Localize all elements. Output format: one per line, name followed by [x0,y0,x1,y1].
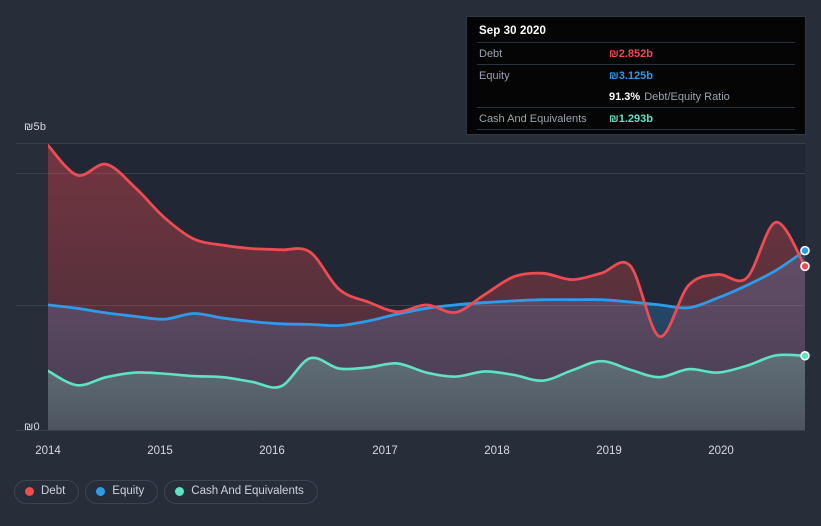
tooltip-row-value: ₪3.125b [609,69,653,82]
tooltip-row-value: ₪2.852b [609,47,653,60]
x-axis-tick-2015: 2015 [147,445,173,457]
legend-item-equity[interactable]: Equity [85,480,159,504]
tooltip-row: Debt ₪2.852b [477,42,795,64]
tooltip-row: Cash And Equivalents ₪1.293b [477,107,795,130]
x-axis: 2014 2015 2016 2017 2018 2019 2020 [0,445,821,465]
legend-color-dot [96,487,106,497]
tooltip-row-value: 91.3% [609,90,641,103]
legend-color-dot [25,487,34,497]
legend-item-cash-and-equivalents[interactable]: Cash And Equivalents [164,480,318,504]
endpoint-marker-cash-and-equivalents [800,350,810,361]
endpoint-marker-equity [800,245,810,256]
x-axis-tick-2020: 2020 [708,445,734,457]
legend-item-label: Debt [41,485,66,497]
tooltip-row-suffix: Debt/Equity Ratio [644,90,730,103]
tooltip-row-key: Cash And Equivalents [479,112,587,125]
debt-line [48,143,805,338]
tooltip-row-key: Debt [479,47,503,60]
x-axis-tick-2019: 2019 [596,445,622,457]
chart-legend: Debt Equity Cash And Equivalents [14,480,318,504]
hover-tooltip: Sep 30 2020 Debt ₪2.852b Equity ₪3.125b 91.3… [466,16,806,135]
tooltip-row-value: ₪1.293b [609,112,653,125]
cash-line [48,353,805,389]
endpoint-marker-debt [800,261,810,272]
y-axis-top-label: ₪5b [24,121,47,133]
equity-line [48,249,805,328]
y-axis-bottom-label: ₪0 [24,421,40,433]
legend-item-label: Equity [112,485,145,497]
x-axis-tick-2018: 2018 [484,445,510,457]
x-axis-tick-2014: 2014 [35,445,61,457]
tooltip-row: 91.3% Debt/Equity Ratio [477,86,795,107]
legend-item-label: Cash And Equivalents [191,485,304,497]
tooltip-row-key: Equity [479,69,510,82]
tooltip-row: Equity ₪3.125b [477,64,795,86]
legend-item-debt[interactable]: Debt [14,480,80,504]
debt-area [48,145,805,430]
legend-color-dot [175,487,185,497]
x-axis-tick-2017: 2017 [372,445,398,457]
series-endpoint-markers [800,245,810,361]
tooltip-date-title: Sep 30 2020 [479,25,546,37]
x-axis-tick-2016: 2016 [259,445,285,457]
tooltip-rows: Debt ₪2.852b Equity ₪3.125b 91.3% Debt/Equity… [477,42,795,130]
